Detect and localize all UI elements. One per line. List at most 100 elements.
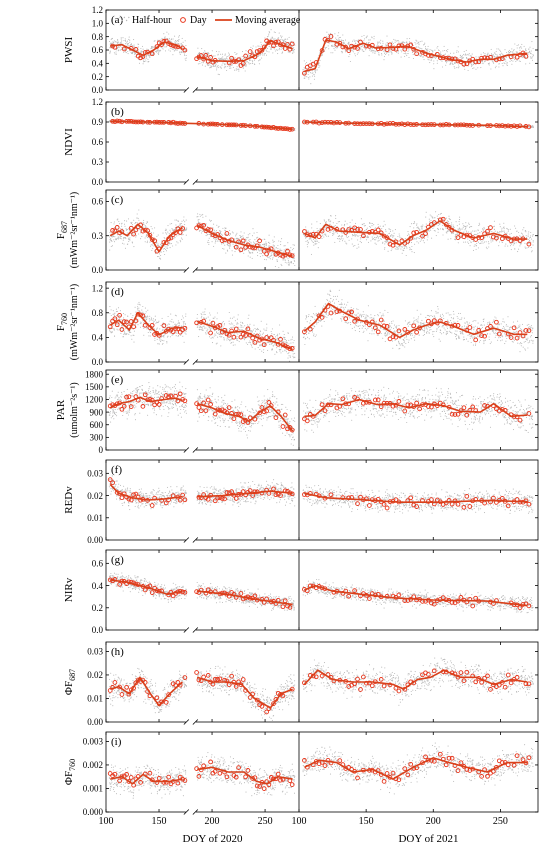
halfhour-point (424, 42, 426, 44)
halfhour-point (222, 227, 224, 229)
halfhour-point (400, 56, 402, 58)
halfhour-point (281, 47, 283, 49)
halfhour-point (519, 60, 521, 62)
halfhour-point (136, 222, 138, 224)
halfhour-point (210, 220, 212, 222)
halfhour-point (326, 31, 328, 33)
halfhour-point (495, 56, 498, 58)
halfhour-point (115, 53, 117, 55)
halfhour-point (464, 54, 466, 56)
halfhour-point (368, 41, 370, 43)
halfhour-point (129, 230, 131, 232)
halfhour-point (371, 47, 373, 50)
halfhour-point (500, 50, 502, 52)
halfhour-point (510, 55, 513, 57)
halfhour-point (224, 244, 226, 246)
halfhour-point (254, 63, 256, 66)
halfhour-point (412, 57, 415, 60)
halfhour-point (138, 209, 140, 211)
halfhour-point (129, 41, 131, 43)
halfhour-point (151, 53, 153, 55)
halfhour-point (532, 126, 534, 128)
halfhour-point (238, 70, 240, 72)
halfhour-point (243, 58, 245, 60)
halfhour-point (213, 64, 215, 66)
halfhour-point (378, 53, 380, 55)
halfhour-point (307, 73, 309, 76)
halfhour-point (449, 52, 452, 54)
halfhour-point (397, 39, 399, 42)
halfhour-point (146, 221, 148, 224)
halfhour-point (452, 63, 454, 65)
halfhour-point (148, 54, 150, 56)
halfhour-point (110, 38, 112, 41)
halfhour-point (441, 66, 444, 68)
halfhour-point (281, 35, 283, 37)
halfhour-point (179, 239, 181, 241)
halfhour-point (290, 40, 292, 42)
halfhour-point (348, 56, 350, 58)
halfhour-point (362, 45, 364, 47)
halfhour-point (461, 57, 463, 59)
halfhour-point (117, 238, 120, 240)
halfhour-point (228, 246, 230, 248)
halfhour-point (228, 234, 230, 236)
halfhour-point (469, 55, 471, 57)
halfhour-point (235, 238, 238, 240)
halfhour-point (361, 49, 363, 51)
halfhour-point (224, 229, 226, 231)
halfhour-point (174, 41, 176, 43)
halfhour-point (173, 50, 175, 52)
halfhour-point (197, 47, 199, 49)
halfhour-point (131, 53, 134, 55)
halfhour-point (207, 239, 209, 241)
halfhour-point (258, 45, 260, 47)
halfhour-point (532, 125, 534, 127)
halfhour-point (185, 48, 187, 50)
halfhour-point (418, 44, 420, 46)
halfhour-point (246, 241, 248, 243)
halfhour-point (109, 239, 111, 241)
axis-break-gap (185, 88, 196, 92)
halfhour-point (178, 35, 180, 37)
halfhour-point (431, 49, 433, 51)
halfhour-point (169, 229, 171, 231)
halfhour-point (252, 62, 254, 65)
halfhour-point (498, 48, 500, 50)
halfhour-point (224, 58, 227, 60)
halfhour-point (180, 42, 182, 44)
halfhour-point (234, 69, 236, 71)
halfhour-point (506, 62, 508, 64)
halfhour-point (392, 48, 394, 50)
halfhour-point (205, 235, 207, 237)
halfhour-point (278, 49, 280, 51)
halfhour-point (224, 65, 226, 67)
halfhour-point (198, 219, 200, 221)
halfhour-point (240, 231, 242, 233)
halfhour-point (471, 65, 473, 67)
halfhour-point (157, 243, 159, 245)
halfhour-point (230, 238, 232, 240)
halfhour-point (143, 219, 145, 221)
halfhour-point (124, 247, 127, 249)
halfhour-point (344, 49, 346, 51)
halfhour-point (160, 258, 162, 260)
halfhour-point (425, 48, 427, 50)
halfhour-point (158, 253, 160, 255)
halfhour-point (445, 64, 447, 66)
halfhour-point (439, 57, 441, 59)
halfhour-point (129, 238, 131, 240)
halfhour-point (118, 46, 120, 48)
halfhour-point (482, 52, 485, 54)
halfhour-point (165, 228, 167, 230)
halfhour-point (205, 215, 207, 217)
halfhour-point (517, 51, 519, 53)
halfhour-point (172, 48, 174, 51)
halfhour-point (454, 62, 456, 64)
halfhour-point (507, 50, 509, 52)
halfhour-point (140, 238, 142, 240)
halfhour-point (490, 48, 492, 50)
halfhour-point (252, 45, 254, 47)
halfhour-point (249, 240, 251, 242)
halfhour-point (154, 227, 156, 229)
